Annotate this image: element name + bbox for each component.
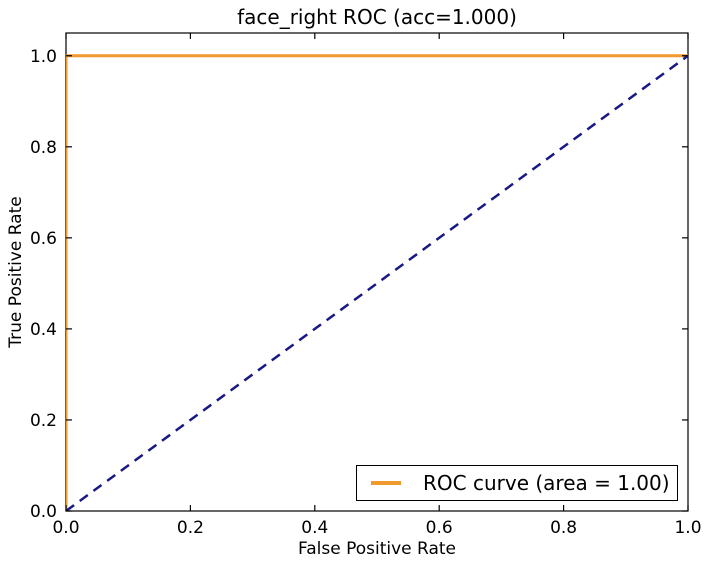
y-tick-label: 0.2: [30, 411, 57, 431]
y-tick-label: 0.4: [30, 320, 57, 340]
chart-title: face_right ROC (acc=1.000): [237, 5, 517, 29]
legend: ROC curve (area = 1.00): [356, 465, 678, 501]
x-tick-label: 0.6: [426, 518, 453, 538]
x-tick-label: 0.4: [301, 518, 328, 538]
y-tick-label: 0.0: [30, 502, 57, 522]
legend-entry-label: ROC curve (area = 1.00): [423, 471, 670, 495]
y-tick-label: 1.0: [30, 47, 57, 67]
chance-diagonal-line: [66, 54, 688, 511]
roc-curve-line: [66, 54, 688, 511]
x-tick-label: 0.2: [177, 518, 204, 538]
x-tick-label: 0.8: [550, 518, 577, 538]
y-axis-label: True Positive Rate: [6, 196, 26, 348]
x-tick-label: 0.0: [52, 518, 79, 538]
y-tick-label: 0.8: [30, 138, 57, 158]
y-tick-label: 0.6: [30, 229, 57, 249]
x-tick-label: 1.0: [674, 518, 701, 538]
axes-spines: [65, 32, 689, 512]
x-axis-label: False Positive Rate: [298, 539, 456, 559]
legend-line-sample: [371, 481, 401, 485]
